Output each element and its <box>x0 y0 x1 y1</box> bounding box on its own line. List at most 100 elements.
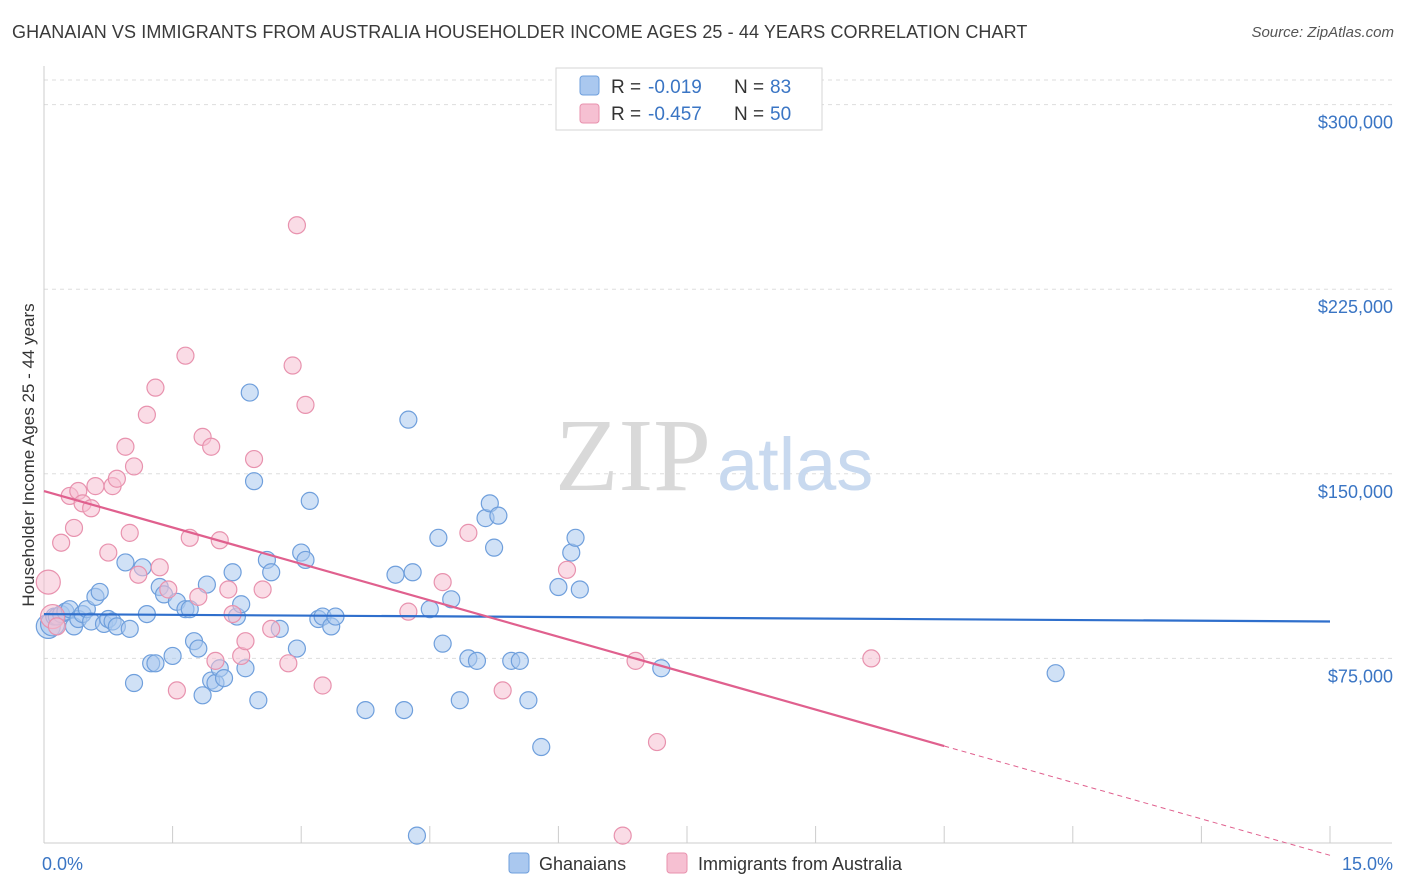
legend-label-ghanaians: Ghanaians <box>539 854 626 874</box>
point-australia-41 <box>399 602 418 621</box>
point-ghanaians-69 <box>467 651 487 670</box>
point-ghanaians-49 <box>287 639 307 658</box>
point-australia-39 <box>296 395 315 414</box>
watermark-atlas: atlas <box>717 423 873 506</box>
point-ghanaians-18 <box>116 553 135 572</box>
point-ghanaians-47 <box>262 563 281 582</box>
point-australia-34 <box>253 580 272 599</box>
watermark-zip: ZIP <box>555 398 711 513</box>
x-tick-label-0: 0.0% <box>42 854 83 874</box>
y-tick-label-2: $225,000 <box>1318 297 1393 317</box>
trend-line-australia-extension <box>944 745 1331 856</box>
point-ghanaians-45 <box>249 691 268 710</box>
trend-line-australia <box>43 489 945 748</box>
point-australia-18 <box>146 378 165 397</box>
point-australia-29 <box>219 580 238 599</box>
legend-swatch-australia <box>666 852 688 874</box>
legend-swatch-ghanaians <box>508 852 530 874</box>
legend: Ghanaians Immigrants from Australia <box>508 852 903 874</box>
point-australia-15 <box>124 457 144 476</box>
y-tick-labels: $75,000 $150,000 $225,000 $300,000 <box>1318 113 1393 687</box>
point-ghanaians-76 <box>519 691 538 710</box>
point-ghanaians-77 <box>532 737 551 757</box>
point-australia-48 <box>647 732 667 752</box>
trend-lines <box>43 489 1331 856</box>
point-ghanaians-43 <box>240 383 259 402</box>
point-australia-35 <box>262 619 281 638</box>
point-australia-46 <box>613 826 632 845</box>
stats-n-value-ghanaians: 83 <box>770 77 791 98</box>
point-ghanaians-13 <box>90 582 109 602</box>
point-ghanaians-44 <box>244 472 264 491</box>
gridlines <box>44 79 1392 659</box>
point-ghanaians-80 <box>566 528 585 547</box>
stats-r-label-australia: R = <box>611 104 641 125</box>
point-australia-21 <box>167 681 186 700</box>
point-ghanaians-75 <box>510 651 529 670</box>
axes <box>43 66 1392 844</box>
point-ghanaians-72 <box>485 538 504 557</box>
point-australia-33 <box>244 449 264 469</box>
point-ghanaians-73 <box>489 506 508 525</box>
point-australia-2 <box>47 617 66 636</box>
stats-swatch-australia <box>579 103 600 124</box>
point-australia-14 <box>120 523 139 542</box>
point-ghanaians-34 <box>197 575 216 594</box>
point-ghanaians-39 <box>223 563 242 582</box>
point-australia-40 <box>313 676 332 695</box>
chart-source: Source: ZipAtlas.com <box>1251 24 1394 41</box>
chart-title: GHANAIAN VS IMMIGRANTS FROM AUSTRALIA HO… <box>12 22 1028 42</box>
point-ghanaians-78 <box>549 577 568 597</box>
stats-r-value-ghanaians: -0.019 <box>648 77 702 98</box>
y-tick-label-1: $150,000 <box>1318 482 1393 502</box>
y-tick-label-0: $75,000 <box>1328 666 1393 686</box>
y-axis-label: Householder Income Ages 25 - 44 years <box>19 303 38 606</box>
point-australia-13 <box>116 437 135 456</box>
point-australia-22 <box>176 346 195 365</box>
point-australia-3 <box>52 533 71 552</box>
point-ghanaians-81 <box>570 580 589 599</box>
x-tick-labels: 0.0% 15.0% <box>42 854 1393 874</box>
point-australia-49 <box>862 649 881 668</box>
y-tick-label-3: $300,000 <box>1318 113 1393 133</box>
point-ghanaians-63 <box>420 600 439 619</box>
point-australia-36 <box>279 654 298 673</box>
point-ghanaians-64 <box>429 528 448 547</box>
point-ghanaians-83 <box>1046 664 1065 683</box>
point-ghanaians-58 <box>386 565 405 584</box>
point-australia-37 <box>283 356 302 375</box>
point-ghanaians-71 <box>480 494 499 513</box>
point-ghanaians-32 <box>189 639 208 658</box>
point-australia-45 <box>557 560 577 579</box>
point-australia-24 <box>189 587 208 606</box>
stats-n-value-australia: 50 <box>770 104 791 125</box>
point-ghanaians-33 <box>193 686 212 705</box>
point-ghanaians-65 <box>433 634 452 653</box>
point-australia-17 <box>137 405 156 424</box>
stats-r-value-australia: -0.457 <box>648 104 702 125</box>
point-ghanaians-66 <box>442 590 461 609</box>
data-points <box>35 216 1065 845</box>
point-ghanaians-67 <box>450 691 469 710</box>
point-ghanaians-57 <box>356 700 375 720</box>
legend-label-australia: Immigrants from Australia <box>698 854 903 874</box>
point-ghanaians-52 <box>300 491 319 510</box>
point-ghanaians-59 <box>394 700 414 720</box>
point-australia-5 <box>64 518 84 538</box>
point-australia-19 <box>150 558 169 577</box>
point-ghanaians-19 <box>120 619 139 638</box>
stats-box-frame <box>555 67 823 131</box>
watermark: ZIP atlas <box>555 398 873 513</box>
x-tick-label-1: 15.0% <box>1342 854 1393 874</box>
point-australia-43 <box>459 523 478 542</box>
point-australia-27 <box>206 651 225 670</box>
point-ghanaians-62 <box>407 826 427 845</box>
point-australia-10 <box>99 543 118 562</box>
point-australia-20 <box>159 580 178 599</box>
point-australia-16 <box>129 565 148 584</box>
point-ghanaians-61 <box>403 563 422 582</box>
point-australia-32 <box>236 632 255 651</box>
stats-n-label-ghanaians: N = <box>734 77 764 98</box>
point-australia-44 <box>493 681 512 700</box>
